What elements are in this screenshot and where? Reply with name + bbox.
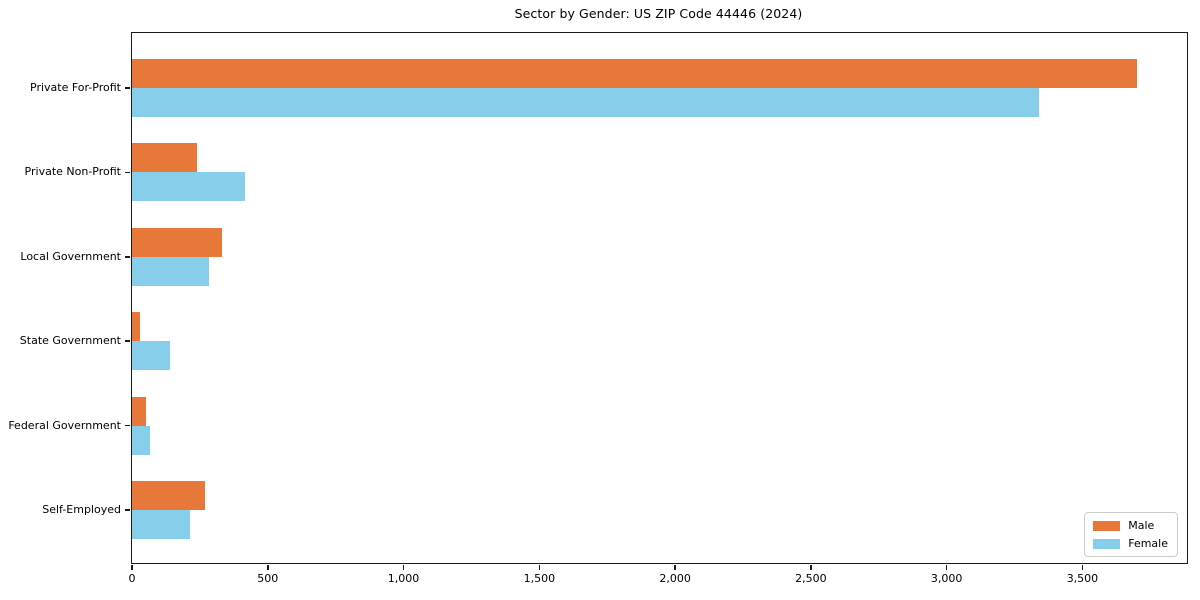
bar-male-federal-government [132, 396, 146, 426]
y-tick-self-employed [125, 509, 131, 511]
legend-entry-female: Female [1093, 537, 1168, 550]
y-tick-label-state-government: State Government [19, 334, 121, 348]
x-tick-1000 [402, 564, 405, 570]
bar-female-local-government [132, 256, 210, 286]
legend-label-male: Male [1128, 519, 1155, 532]
bar-male-private-non-profit [132, 143, 198, 173]
x-tick-3500 [1081, 564, 1084, 570]
x-tick-2500 [810, 564, 812, 570]
y-tick-federal-government [125, 424, 131, 427]
x-tick-500 [266, 564, 269, 570]
x-tick-label-2500: 2,500 [795, 572, 827, 585]
bar-female-federal-government [132, 425, 150, 455]
y-tick-label-local-government: Local Government [20, 249, 121, 263]
y-tick-state-government [125, 340, 131, 342]
legend-swatch-male [1093, 520, 1121, 531]
bar-female-state-government [132, 341, 171, 371]
x-tick-label-1500: 1,500 [523, 572, 556, 585]
bar-male-private-for-profit [132, 59, 1137, 88]
y-tick-label-federal-government: Federal Government [8, 418, 121, 432]
legend-entry-male: Male [1093, 519, 1168, 532]
y-tick-local-government [125, 256, 131, 258]
x-tick-1500 [538, 564, 541, 570]
y-tick-private-non-profit [125, 171, 131, 174]
chart-title: Sector by Gender: US ZIP Code 44446 (202… [514, 6, 803, 21]
bar-male-local-government [132, 227, 222, 257]
y-tick-label-private-for-profit: Private For-Profit [30, 81, 121, 94]
bar-female-private-non-profit [132, 172, 245, 202]
x-tick-label-2000: 2,000 [659, 572, 691, 585]
bar-female-private-for-profit [132, 88, 1039, 117]
x-tick-label-3000: 3,000 [930, 572, 963, 585]
legend-swatch-female [1093, 538, 1121, 549]
y-tick-private-for-profit [125, 87, 131, 89]
x-tick-0 [131, 564, 133, 570]
x-tick-3000 [945, 564, 948, 570]
x-tick-label-1000: 1,000 [387, 572, 420, 585]
plot-area: Private For-Profit Private Non-Profit Loca… [8, 32, 1188, 585]
bar-male-self-employed [132, 481, 206, 510]
y-tick-label-private-non-profit: Private Non-Profit [24, 165, 121, 179]
x-tick-2000 [674, 564, 676, 570]
x-tick-label-500: 500 [257, 572, 279, 585]
legend-label-female: Female [1128, 537, 1168, 550]
x-tick-label-0: 0 [128, 572, 136, 585]
legend: Male Female [1084, 512, 1178, 557]
y-tick-label-self-employed: Self-Employed [42, 503, 121, 516]
bar-male-state-government [132, 312, 141, 342]
x-tick-label-3500: 3,500 [1066, 572, 1099, 585]
bar-female-self-employed [132, 510, 191, 539]
